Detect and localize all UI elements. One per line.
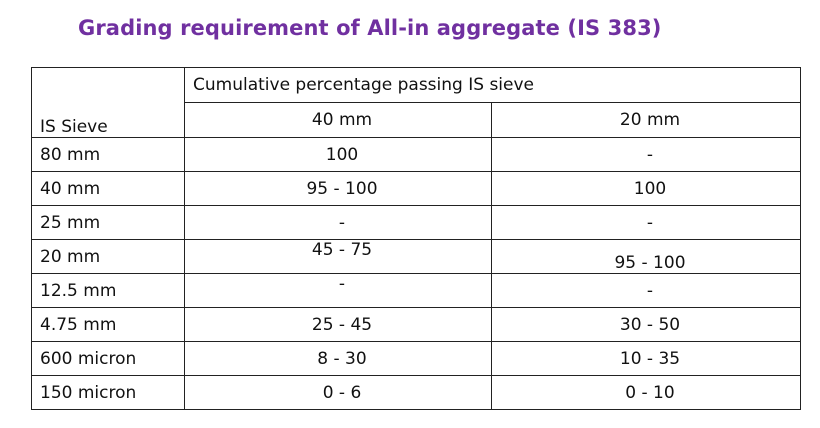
value-cell-20mm: - <box>491 205 801 240</box>
sieve-cell: 20 mm <box>31 239 185 274</box>
table-row: 20 mm 45 - 75 95 - 100 <box>31 239 801 274</box>
sieve-cell: 40 mm <box>31 171 185 206</box>
table-row: 150 micron 0 - 6 0 - 10 <box>31 375 801 410</box>
value-cell-20mm: - <box>491 273 801 308</box>
column-header-40mm: 40 mm <box>184 102 492 138</box>
table-row: 4.75 mm 25 - 45 30 - 50 <box>31 307 801 342</box>
sieve-cell: 600 micron <box>31 341 185 376</box>
value-cell-40mm: 8 - 30 <box>184 341 492 376</box>
value-cell-20mm: 95 - 100 <box>491 239 801 274</box>
column-header-20mm: 20 mm <box>491 102 801 138</box>
table-row: 40 mm 95 - 100 100 <box>31 171 801 206</box>
table-row: 80 mm 100 - <box>31 137 801 172</box>
value-cell-40mm: - <box>184 273 492 308</box>
sieve-cell: 12.5 mm <box>31 273 185 308</box>
value-cell-40mm: 0 - 6 <box>184 375 492 410</box>
value-cell-20mm: 30 - 50 <box>491 307 801 342</box>
value-cell-40mm: 95 - 100 <box>184 171 492 206</box>
sieve-cell: 25 mm <box>31 205 185 240</box>
sieve-cell: 150 micron <box>31 375 185 410</box>
page-title: Grading requirement of All-in aggregate … <box>78 16 662 40</box>
value-cell-20mm: 10 - 35 <box>491 341 801 376</box>
sieve-header-cell: IS Sieve <box>31 67 185 138</box>
value-cell-20mm: - <box>491 137 801 172</box>
table-row: 600 micron 8 - 30 10 - 35 <box>31 341 801 376</box>
value-cell-40mm: 25 - 45 <box>184 307 492 342</box>
sieve-cell: 4.75 mm <box>31 307 185 342</box>
value-cell-40mm: - <box>184 205 492 240</box>
table-row: 12.5 mm - - <box>31 273 801 308</box>
table-header-row: IS Sieve Cumulative percentage passing I… <box>31 67 801 138</box>
group-header-cell: Cumulative percentage passing IS sieve <box>184 67 801 103</box>
value-cell-40mm: 45 - 75 <box>184 239 492 274</box>
value-cell-40mm: 100 <box>184 137 492 172</box>
value-cell-20mm: 0 - 10 <box>491 375 801 410</box>
sieve-header-label: IS Sieve <box>40 117 108 137</box>
value-cell-20mm: 100 <box>491 171 801 206</box>
table-row: 25 mm - - <box>31 205 801 240</box>
grading-table: IS Sieve Cumulative percentage passing I… <box>31 67 801 410</box>
sieve-cell: 80 mm <box>31 137 185 172</box>
table-subheader-row: 40 mm 20 mm <box>32 102 801 138</box>
